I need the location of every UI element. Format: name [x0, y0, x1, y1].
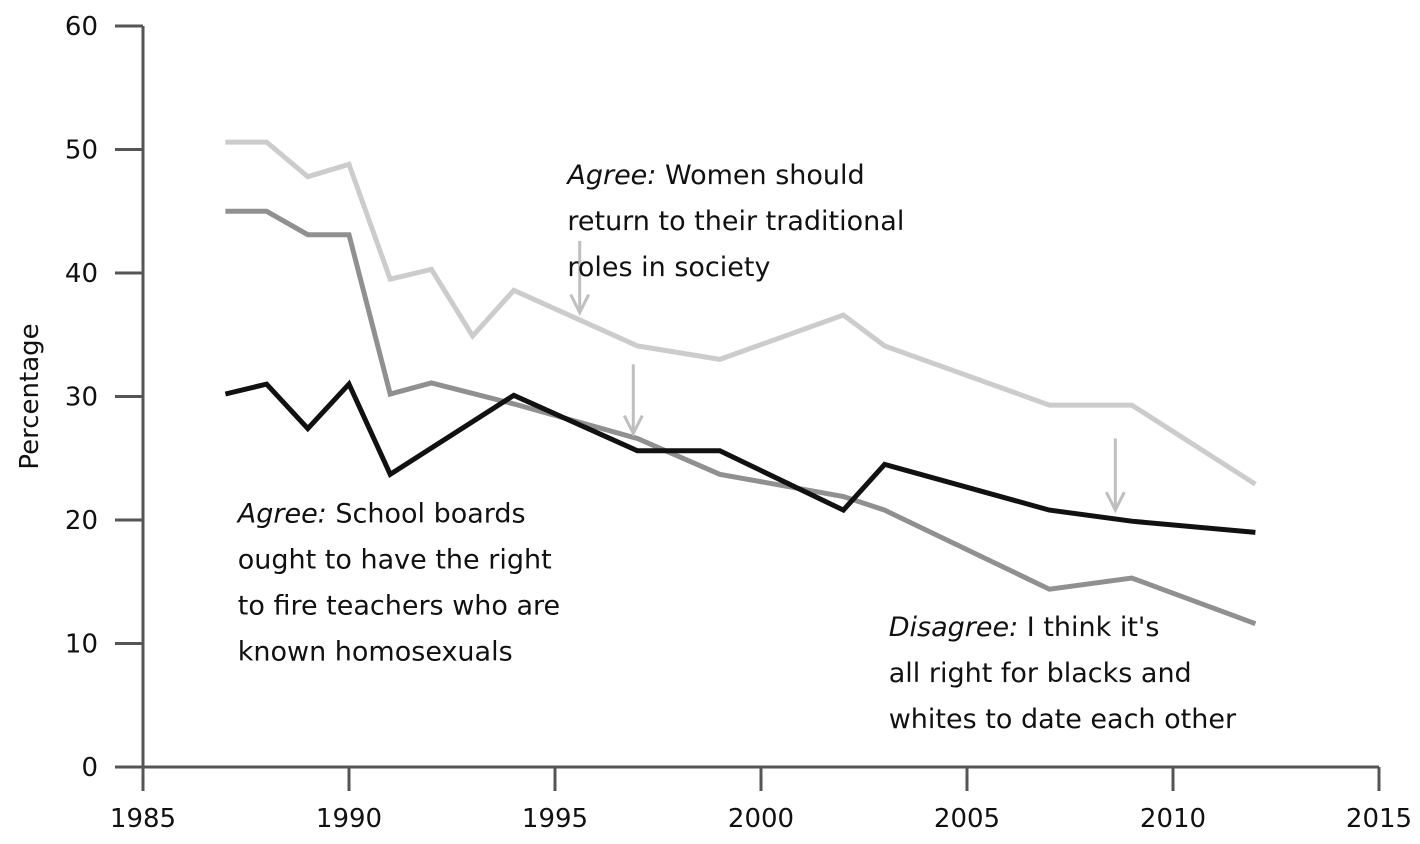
annotation-text-run: known homosexuals	[238, 636, 513, 667]
series-line-women-traditional-roles	[225, 139, 1257, 487]
annotation-dating-line: whites to date each other	[889, 704, 1237, 735]
annotation-text-run: School boards	[327, 498, 526, 529]
annotation-emphasis: Agree:	[565, 160, 656, 191]
annotation-women-line: roles in society	[567, 252, 770, 283]
x-tick-label: 2005	[934, 804, 1000, 834]
x-tick-label: 1995	[522, 804, 588, 834]
annotation-text-run: return to their traditional	[567, 206, 904, 237]
annotation-text-run: to fire teachers who are	[238, 590, 560, 621]
annotation-school-line: Agree: School boards	[236, 498, 526, 529]
annotation-emphasis: Agree:	[236, 498, 327, 529]
annotation-text-run: ought to have the right	[238, 544, 552, 575]
pointer-arrow-head	[569, 293, 591, 316]
annotation-dating-line: Disagree: I think it's	[889, 612, 1160, 643]
y-tick-label: 60	[65, 12, 98, 42]
annotation-school-line: to fire teachers who are	[238, 590, 560, 621]
y-tick-label: 10	[65, 630, 98, 660]
annotation-text-run: roles in society	[567, 252, 770, 283]
x-tick-label: 2010	[1140, 804, 1206, 834]
annotation-school-line: ought to have the right	[238, 544, 552, 575]
y-tick-label: 0	[81, 753, 98, 783]
pointer-arrow-head	[1104, 491, 1126, 514]
x-tick-label: 2015	[1346, 804, 1412, 834]
annotation-text-run: Women should	[656, 160, 864, 191]
y-axis-title: Percentage	[15, 323, 45, 469]
x-tick-label: 2000	[728, 804, 794, 834]
x-tick-label: 1985	[110, 804, 176, 834]
y-tick-label: 50	[65, 136, 98, 166]
series-line-interracial-dating	[224, 379, 1256, 535]
annotation-women-line: return to their traditional	[567, 206, 904, 237]
annotation-school-line: known homosexuals	[238, 636, 513, 667]
y-tick-label: 20	[65, 506, 98, 536]
y-tick-label: 40	[65, 259, 98, 289]
pointer-arrow-head	[622, 414, 644, 437]
x-tick-label: 1990	[316, 804, 382, 834]
y-tick-label: 30	[65, 383, 98, 413]
annotation-women-line: Agree: Women should	[565, 160, 864, 191]
annotation-emphasis: Disagree:	[889, 612, 1018, 643]
annotation-dating-line: all right for blacks and	[889, 658, 1192, 689]
annotation-text-run: whites to date each other	[889, 704, 1237, 735]
annotation-text-run: all right for blacks and	[889, 658, 1192, 689]
annotation-text-run: I think it's	[1018, 612, 1159, 643]
